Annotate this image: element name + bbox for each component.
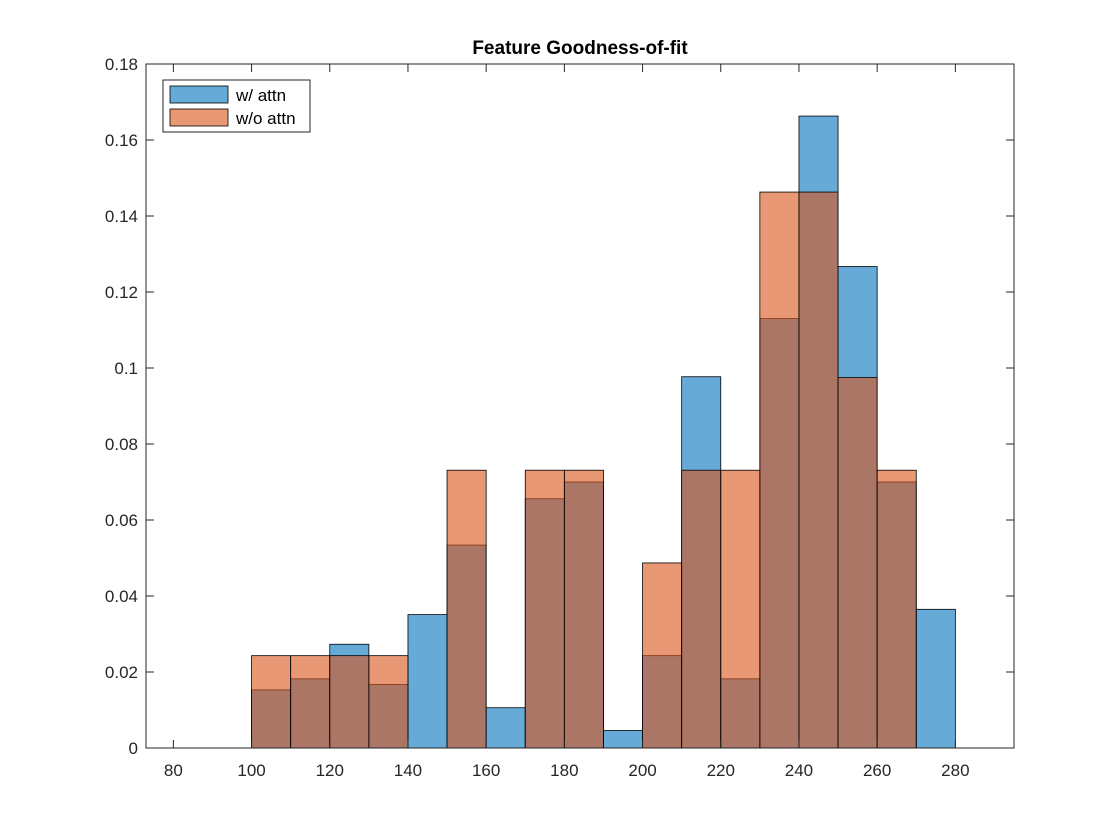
bars-layer — [251, 115, 956, 749]
bar-wo-attn-180 — [563, 469, 604, 749]
x-tick-label: 260 — [863, 761, 891, 780]
y-tick-label: 0.1 — [114, 359, 138, 378]
bar-wo-attn-230 — [759, 191, 800, 749]
bar-wo-attn-220 — [720, 469, 761, 749]
x-tick-label: 80 — [164, 761, 183, 780]
bar-wo-attn-150 — [446, 469, 487, 749]
bar-w-attn-160 — [485, 707, 526, 749]
bar-wo-attn-200 — [642, 562, 683, 749]
bar-w-attn-140 — [407, 614, 448, 749]
bar-wo-attn-210 — [681, 469, 722, 749]
axes-box — [145, 63, 1015, 749]
x-tick-label: 100 — [237, 761, 265, 780]
legend: w/ attn w/o attn — [162, 79, 311, 133]
legend-swatch-wo-attn — [169, 108, 229, 127]
x-tick-label: 280 — [941, 761, 969, 780]
bar-wo-attn-100 — [251, 655, 292, 749]
y-tick-label: 0.06 — [105, 511, 138, 530]
bar-w-attn-270 — [915, 608, 956, 749]
bar-wo-attn-170 — [524, 469, 565, 749]
x-tick-label: 180 — [550, 761, 578, 780]
y-tick-label: 0.14 — [105, 207, 138, 226]
y-tick-label: 0.04 — [105, 587, 138, 606]
y-tick-label: 0.16 — [105, 131, 138, 150]
x-tick-label: 160 — [472, 761, 500, 780]
x-tick-label: 220 — [707, 761, 735, 780]
bar-wo-attn-240 — [798, 191, 839, 749]
legend-swatch-w-attn — [169, 85, 229, 104]
y-tick-label: 0.02 — [105, 663, 138, 682]
chart-title: Feature Goodness-of-fit — [472, 38, 688, 59]
bar-wo-attn-130 — [368, 655, 409, 749]
y-tick-label: 0 — [129, 739, 138, 758]
y-tick-label: 0.18 — [105, 55, 138, 74]
bar-wo-attn-250 — [837, 377, 878, 749]
bar-wo-attn-120 — [329, 655, 370, 749]
x-tick-label: 240 — [785, 761, 813, 780]
y-tick-label: 0.12 — [105, 283, 138, 302]
legend-label-wo-attn: w/o attn — [235, 109, 296, 128]
axes-layer: 80 100 120 140 160 180 200 220 240 260 280 0 0.02 0.0… — [105, 55, 1015, 780]
bar-w-attn-190 — [603, 730, 643, 749]
x-tick-label: 200 — [628, 761, 656, 780]
x-tick-label: 140 — [394, 761, 422, 780]
bar-wo-attn-110 — [290, 655, 331, 749]
x-tick-label: 120 — [316, 761, 344, 780]
y-tick-label: 0.08 — [105, 435, 138, 454]
legend-label-w-attn: w/ attn — [235, 86, 286, 105]
bar-wo-attn-260 — [876, 469, 917, 749]
